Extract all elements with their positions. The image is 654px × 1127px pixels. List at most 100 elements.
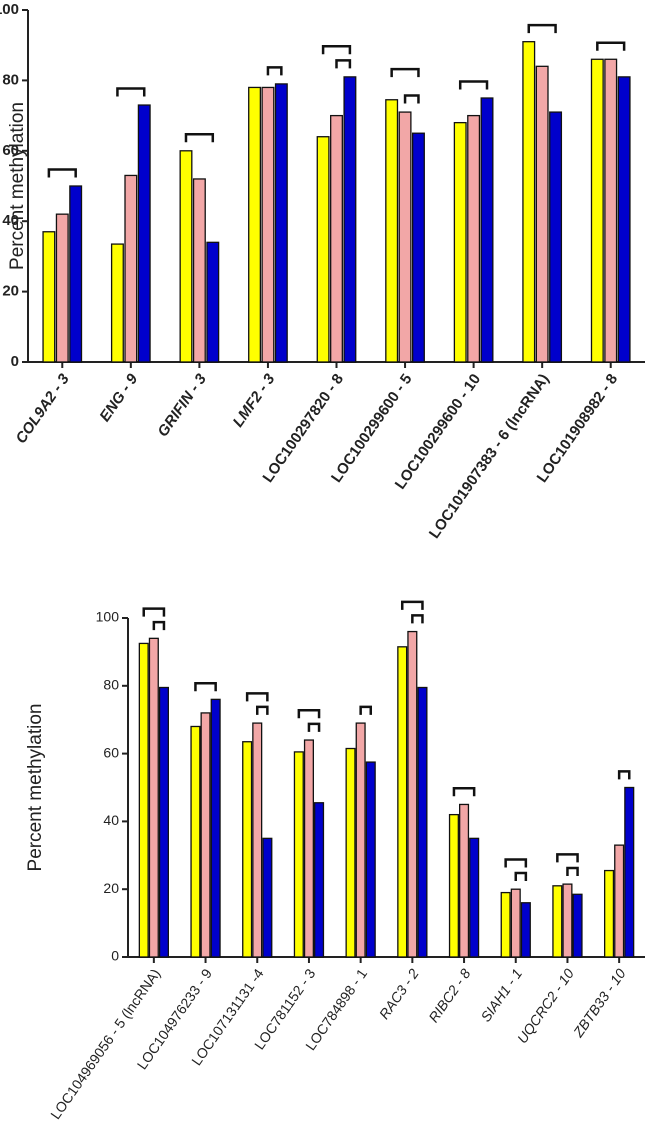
x-tick-label: ZBTB33 - 10	[569, 966, 628, 1041]
bar	[55, 213, 69, 363]
bar	[242, 741, 253, 958]
bar	[261, 86, 275, 363]
bar	[252, 722, 263, 958]
significance-bracket	[556, 853, 579, 863]
significance-bracket	[403, 94, 420, 104]
bar	[398, 111, 412, 363]
significance-bracket	[359, 705, 373, 715]
y-tick-label: 20	[2, 283, 19, 300]
bar	[614, 844, 625, 958]
bar	[110, 243, 124, 363]
significance-bracket	[266, 66, 283, 76]
bar	[624, 786, 635, 958]
bar	[330, 114, 343, 363]
significance-bracket	[458, 80, 489, 90]
bar	[552, 885, 563, 958]
bar	[617, 76, 631, 363]
x-tick-label: LOC104969056 - 5 (lncRNA)	[47, 966, 163, 1122]
significance-bracket	[184, 132, 215, 143]
y-tick-label: 40	[2, 212, 19, 229]
bar	[397, 646, 408, 958]
x-tick-label: LMF2 - 3	[230, 370, 279, 430]
y-tick-label: 100	[0, 1, 19, 18]
y-axis-label: Percent methylation	[25, 704, 46, 872]
bar	[467, 114, 481, 363]
significance-bracket	[152, 620, 166, 631]
bar	[148, 637, 159, 958]
bar	[448, 813, 459, 958]
bar	[343, 76, 357, 363]
x-tick-label: UQCRC2 - 10	[514, 966, 577, 1047]
bar	[274, 83, 288, 363]
bar	[190, 725, 201, 958]
bar	[604, 58, 618, 363]
y-tick-label: 80	[2, 71, 19, 88]
significance-bracket	[256, 705, 269, 715]
bar	[206, 241, 220, 363]
x-tick-label: SIAH1 - 1	[477, 966, 525, 1025]
significance-bracket	[596, 41, 626, 51]
significance-bracket	[245, 692, 269, 702]
bar	[411, 132, 425, 363]
bar	[385, 99, 399, 363]
bar	[303, 739, 314, 958]
bar	[603, 869, 615, 958]
significance-bracket	[566, 866, 579, 876]
significance-bracket	[297, 709, 321, 719]
bar	[262, 837, 273, 958]
bar	[138, 642, 149, 958]
significance-bracket	[390, 67, 420, 78]
bar	[345, 747, 356, 958]
x-tick-label: RAC3 - 2	[376, 965, 422, 1022]
bar	[500, 891, 511, 958]
significance-bracket	[452, 787, 476, 797]
significance-bracket	[411, 614, 424, 624]
x-tick-label: ENG - 9	[96, 370, 141, 425]
significance-bracket	[307, 722, 321, 732]
bar	[480, 97, 494, 363]
significance-bracket	[527, 23, 557, 34]
bar	[210, 698, 221, 958]
x-tick-label: GRIFIN - 3	[154, 370, 210, 440]
significance-bracket	[47, 168, 77, 178]
bar	[293, 751, 304, 958]
bar	[314, 802, 325, 958]
significance-bracket	[116, 87, 146, 97]
bar	[192, 178, 206, 363]
y-tick-label: 0	[111, 948, 119, 964]
y-tick-label: 0	[11, 353, 19, 370]
bar	[562, 883, 573, 958]
bar	[355, 722, 366, 958]
bar	[510, 888, 521, 958]
bar	[590, 58, 604, 363]
y-tick-label: 100	[96, 609, 120, 625]
significance-bracket	[617, 770, 631, 780]
bar	[200, 712, 211, 958]
bar	[179, 150, 193, 363]
y-tick-label: 80	[103, 677, 119, 693]
y-tick-label: 20	[103, 880, 119, 896]
significance-bracket	[194, 681, 217, 692]
bar	[417, 686, 428, 958]
y-axis-label: Percent methylation	[7, 102, 28, 270]
y-tick-label: 60	[103, 744, 119, 760]
bar	[69, 185, 83, 363]
significance-bracket	[335, 59, 352, 69]
bar	[124, 174, 138, 363]
significance-bracket	[142, 607, 166, 617]
bar	[520, 902, 531, 958]
significance-bracket	[321, 44, 352, 55]
significance-bracket	[504, 858, 528, 868]
significance-bracket	[400, 600, 424, 610]
y-tick-label: 40	[103, 812, 119, 828]
bar	[316, 136, 330, 363]
bar	[453, 121, 467, 363]
y-tick-label: 60	[2, 142, 19, 159]
bar	[248, 86, 262, 363]
bar	[42, 231, 56, 363]
bar	[407, 630, 418, 958]
bar	[535, 65, 549, 363]
bar	[469, 837, 480, 958]
bar	[572, 893, 583, 958]
